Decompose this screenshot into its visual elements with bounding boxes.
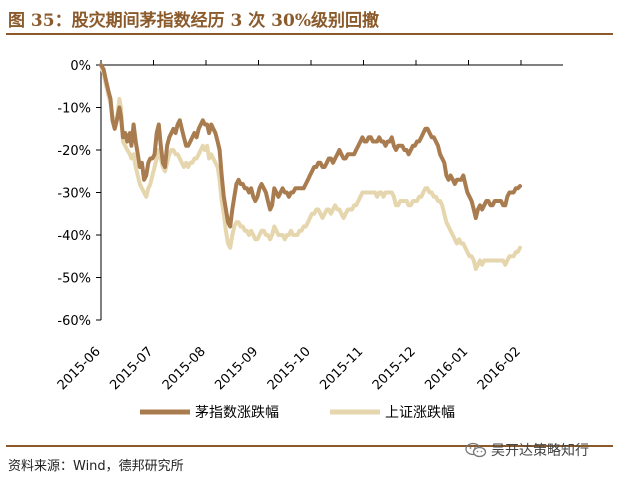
x-tick-label: 2015-08 [160, 344, 209, 393]
legend-label-0: 茅指数涨跌幅 [195, 405, 279, 421]
y-tick-label: -10% [57, 102, 91, 117]
axes-layer: 0% -10% -20% -30% -40% -50% -60% 2015-06 2015-07… [55, 59, 563, 393]
x-tick-label: 2015-12 [370, 344, 419, 393]
y-tick-label: -50% [57, 272, 91, 287]
y-tick-label: -20% [57, 144, 91, 159]
series-line-0 [99, 63, 522, 229]
x-tick-label: 2015-11 [317, 344, 366, 393]
series-layer [99, 63, 522, 271]
series-line-1 [99, 63, 522, 271]
legend-layer: 茅指数涨跌幅 上证涨跌幅 [140, 405, 455, 421]
source-note: 资料来源：Wind，德邦研究所 [8, 459, 184, 474]
x-tick-label: 2016-02 [475, 344, 524, 393]
x-tick-label: 2016-01 [422, 344, 471, 393]
x-tick-label: 2015-09 [212, 344, 261, 393]
x-tick-label: 2015-07 [107, 344, 156, 393]
drawdown-line-chart: 0% -10% -20% -30% -40% -50% -60% 2015-06 2015-07… [55, 59, 563, 421]
wechat-icon [465, 442, 487, 458]
chart-title: 图 35：股灾期间茅指数经历 3 次 30%级别回撤 [8, 11, 379, 31]
footer-divider [6, 445, 613, 447]
watermark-text: 吴开达策略知行 [491, 443, 589, 459]
x-tick-label: 2015-10 [265, 344, 314, 393]
title-divider [6, 33, 613, 35]
y-tick-label: -40% [57, 229, 91, 244]
watermark: 吴开达策略知行 [465, 440, 589, 460]
y-tick-label: 0% [70, 59, 91, 74]
y-tick-label: -60% [57, 314, 91, 329]
y-tick-label: -30% [57, 187, 91, 202]
legend-label-1: 上证涨跌幅 [385, 405, 455, 421]
x-tick-label: 2015-06 [55, 344, 104, 393]
